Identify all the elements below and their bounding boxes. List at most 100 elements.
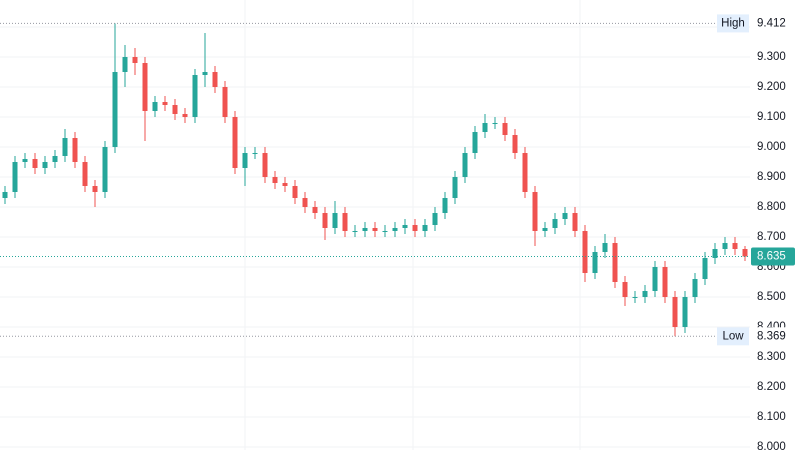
candle <box>482 114 488 138</box>
candle <box>492 117 498 129</box>
candle <box>182 108 188 123</box>
candle <box>412 219 418 237</box>
candle <box>102 141 108 198</box>
candle-body <box>302 198 308 207</box>
candle-body <box>352 231 358 232</box>
candle <box>32 153 38 174</box>
y-tick-label: 8.200 <box>757 381 786 393</box>
candle-body <box>652 267 658 291</box>
candle-body <box>272 177 278 183</box>
marker-label: High <box>721 17 745 29</box>
marker-label: Low <box>722 330 744 342</box>
candle <box>342 207 348 237</box>
candle <box>512 129 518 159</box>
candle <box>362 222 368 237</box>
candle <box>432 207 438 231</box>
candle <box>162 96 168 111</box>
candle <box>142 57 148 141</box>
candle <box>442 192 448 219</box>
candle-body <box>132 57 138 63</box>
candle <box>542 222 548 237</box>
candle <box>252 147 258 159</box>
candle-body <box>712 249 718 258</box>
candle-body <box>152 102 158 111</box>
candle-body <box>422 225 428 231</box>
candle-body <box>592 252 598 273</box>
candle <box>62 129 68 162</box>
candle-body <box>722 243 728 249</box>
candle <box>532 186 538 246</box>
y-tick-label: 9.200 <box>757 81 786 93</box>
candle <box>22 153 28 168</box>
y-tick-label: 8.000 <box>757 441 786 450</box>
candle <box>682 291 688 333</box>
candle <box>462 147 468 183</box>
candle-body <box>502 123 508 135</box>
candle-body <box>62 138 68 156</box>
candle-body <box>492 123 498 124</box>
candle <box>232 111 238 174</box>
marker-value-bg <box>751 14 795 33</box>
candle <box>2 186 8 204</box>
candle-body <box>642 291 648 297</box>
candle-body <box>602 243 608 252</box>
candle-body <box>22 159 28 162</box>
candle <box>422 219 428 237</box>
candle-body <box>382 231 388 232</box>
marker-tag <box>717 327 749 346</box>
candle <box>12 156 18 198</box>
candle-body <box>572 213 578 231</box>
candle-body <box>662 267 668 297</box>
candle <box>272 171 278 189</box>
candle <box>112 23 118 153</box>
candle-body <box>192 75 198 117</box>
candle-body <box>12 162 18 192</box>
candle <box>82 156 88 192</box>
candle-body <box>282 183 288 186</box>
candle-body <box>742 249 748 257</box>
candle <box>562 207 568 225</box>
candle-body <box>162 102 168 105</box>
candle <box>152 96 158 117</box>
candle-body <box>172 105 178 114</box>
candle-body <box>342 213 348 231</box>
candle-body <box>292 186 298 198</box>
candle <box>172 99 178 120</box>
candle <box>612 237 618 288</box>
candle <box>52 150 58 168</box>
candle <box>582 225 588 282</box>
candle-body <box>482 123 488 132</box>
candle <box>652 261 658 297</box>
candle <box>352 225 358 237</box>
candle <box>262 147 268 183</box>
candle <box>92 180 98 207</box>
marker-value-bg <box>751 327 795 346</box>
candle-body <box>92 186 98 192</box>
candle <box>292 180 298 204</box>
candle <box>402 219 408 234</box>
candle-body <box>362 228 368 231</box>
candle-body <box>332 213 338 228</box>
marker-value: 9.412 <box>757 17 786 29</box>
y-tick-label: 8.300 <box>757 351 786 363</box>
marker-value: 8.369 <box>757 330 786 342</box>
candle <box>242 147 248 186</box>
candle-body <box>182 114 188 117</box>
candle-body <box>562 213 568 219</box>
candle-body <box>452 177 458 198</box>
candle <box>712 243 718 264</box>
candle-body <box>252 153 258 154</box>
marker-tag <box>717 14 749 33</box>
candle-body <box>142 63 148 111</box>
candle <box>72 132 78 168</box>
candle-body <box>582 231 588 273</box>
candle-body <box>242 153 248 168</box>
candle-body <box>222 87 228 117</box>
candle <box>382 225 388 237</box>
candle-body <box>692 279 698 297</box>
y-tick-label: 8.800 <box>757 201 786 213</box>
y-tick-label: 8.100 <box>757 411 786 423</box>
candle <box>282 177 288 192</box>
candle <box>732 237 738 255</box>
